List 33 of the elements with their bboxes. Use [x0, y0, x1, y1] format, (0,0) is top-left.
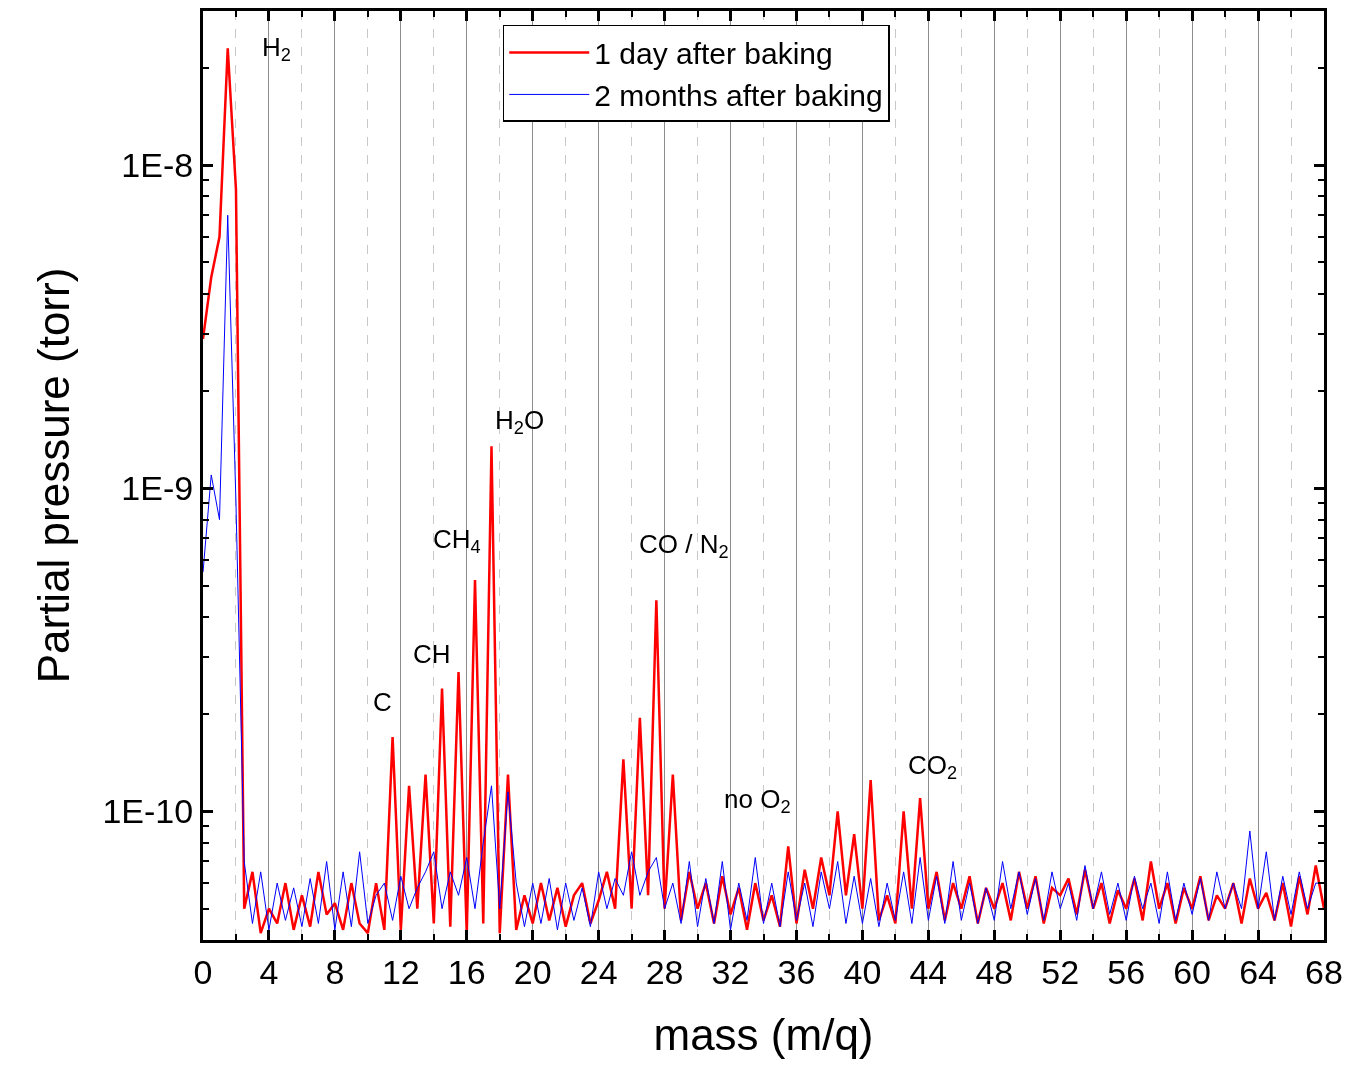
x-tick-label: 24 — [579, 952, 618, 991]
x-tick-label: 4 — [259, 952, 279, 991]
annotation: CO / N$_{2}$ — [639, 529, 729, 563]
x-tick-label: 56 — [1107, 952, 1146, 991]
x-tick-label: 52 — [1041, 952, 1080, 991]
annotation: CO$_{2}$ — [908, 750, 958, 784]
x-tick-label: 12 — [381, 952, 420, 991]
legend-label: 1 day after baking — [594, 37, 833, 71]
legend-label: 2 months after baking — [594, 79, 883, 113]
x-tick-label: 48 — [975, 952, 1014, 991]
annotation: H$_{2}$O — [495, 405, 545, 439]
x-tick-label: 0 — [193, 952, 213, 991]
y-axis-title: Partial pressure (torr) — [28, 267, 78, 684]
x-tick-label: 20 — [513, 952, 552, 991]
x-tick-label: 8 — [325, 952, 345, 991]
x-tick-label: 16 — [447, 952, 486, 991]
x-axis-title: mass (m/q) — [653, 1010, 874, 1060]
y-tick-label: 1E-9 — [121, 469, 194, 508]
annotation: CH$_{4}$ — [433, 524, 481, 558]
x-tick-label: 64 — [1239, 952, 1277, 991]
annotation: no O$_{2}$ — [724, 784, 791, 818]
x-tick-label: 44 — [909, 952, 948, 991]
y-tick-label: 1E-8 — [121, 146, 194, 185]
y-tick-label: 1E-10 — [102, 792, 194, 831]
annotation: H$_{2}$ — [262, 32, 291, 66]
x-tick-label: 32 — [711, 952, 750, 991]
annotation: C — [373, 687, 392, 717]
x-tick-label: 60 — [1173, 952, 1212, 991]
x-tick-label: 28 — [645, 952, 684, 991]
x-tick-label: 36 — [777, 952, 816, 991]
x-tick-label: 68 — [1305, 952, 1343, 991]
annotation: CH — [413, 639, 451, 669]
x-tick-label: 40 — [843, 952, 882, 991]
